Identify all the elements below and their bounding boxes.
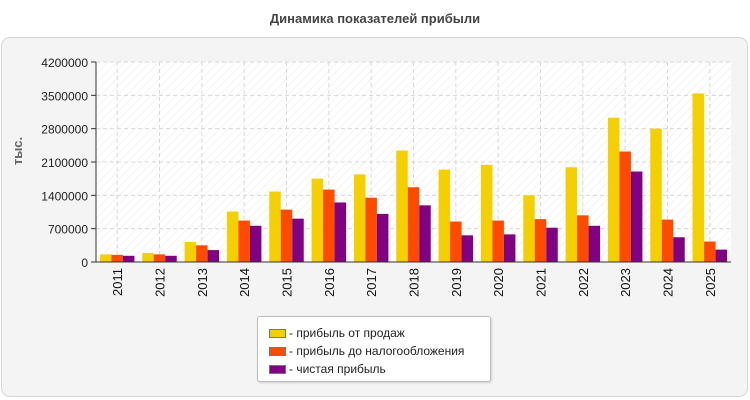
bar-2017-series-2: [376, 213, 389, 262]
y-tick-label: 2800000: [41, 123, 88, 137]
bar-2020-series-1: [492, 220, 504, 262]
bar-2011-series-0: [99, 254, 112, 262]
bar-2019-series-1: [450, 221, 462, 262]
x-tick-label-2011: 2011: [110, 268, 125, 296]
x-tick-label-2024: 2024: [661, 268, 676, 297]
legend-item-sales-profit: - прибыль от продаж: [269, 326, 405, 340]
y-tick-label: 2100000: [41, 156, 88, 170]
bar-2018-series-1: [407, 187, 420, 262]
bar-2011-series-2: [122, 255, 135, 262]
bar-2025-series-1: [704, 241, 716, 262]
x-tick-label-2018: 2018: [407, 268, 422, 297]
legend-label-sales-profit: - прибыль от продаж: [289, 326, 405, 340]
x-tick-label-2013: 2013: [195, 268, 210, 297]
x-tick-label-2023: 2023: [618, 268, 633, 297]
bar-2018-series-2: [419, 205, 431, 262]
bar-2017-series-0: [353, 174, 366, 262]
x-tick-label-2019: 2019: [449, 268, 464, 297]
bar-2016-series-0: [311, 178, 324, 262]
x-tick-label-2022: 2022: [576, 268, 591, 297]
chart-title: Динамика показателей прибыли: [269, 11, 481, 26]
x-tick-label-2020: 2020: [491, 268, 506, 297]
bar-2012-series-0: [142, 252, 154, 262]
x-tick-label-2021: 2021: [534, 268, 549, 297]
legend-item-net-profit: - чистая прибыль: [269, 362, 386, 376]
bar-2023-series-0: [607, 117, 620, 262]
y-tick-label: 1400000: [41, 189, 88, 203]
bar-2023-series-2: [630, 171, 643, 262]
bar-2015-series-2: [292, 218, 304, 262]
bar-2014-series-0: [226, 211, 239, 262]
y-tick-labels: 0 700000 1400000 2100000 2800000 3500000 42000…: [41, 56, 88, 270]
y-axis-label: тыс.: [10, 137, 25, 165]
legend-label-net-profit: - чистая прибыль: [289, 362, 386, 376]
bars: [99, 93, 728, 262]
bar-2025-series-2: [715, 249, 728, 262]
legend-swatch-sales-profit: [269, 328, 286, 338]
y-tick-label: 4200000: [41, 56, 88, 70]
bar-2011-series-1: [111, 254, 123, 262]
bar-2024-series-1: [661, 219, 674, 262]
x-tick-labels: 2011 2012 2013 2014 2015 2016 2017 2018 2019 2020…: [110, 268, 718, 297]
bar-2021-series-1: [534, 219, 547, 262]
bar-2013-series-2: [207, 250, 220, 262]
y-tick-label: 700000: [48, 223, 88, 237]
x-tick-label-2016: 2016: [322, 268, 337, 297]
x-tick-label-2025: 2025: [703, 268, 718, 297]
bar-2022-series-2: [588, 225, 601, 262]
bar-2022-series-0: [565, 167, 578, 262]
bar-2015-series-0: [269, 191, 281, 262]
bar-2019-series-0: [438, 169, 451, 262]
y-tick-label: 3500000: [41, 89, 88, 103]
bar-2015-series-1: [280, 209, 293, 262]
bar-2024-series-0: [650, 128, 662, 262]
bar-2025-series-0: [692, 93, 705, 262]
axes: [91, 61, 731, 263]
bar-2014-series-1: [238, 220, 250, 262]
bar-2012-series-2: [165, 255, 177, 262]
x-tick-label-2014: 2014: [237, 268, 252, 297]
bar-2022-series-1: [577, 215, 589, 262]
bar-2018-series-0: [396, 150, 408, 262]
bar-2021-series-2: [546, 227, 558, 262]
x-tick-label-2012: 2012: [153, 268, 168, 297]
bar-2016-series-2: [334, 202, 347, 262]
x-tick-label-2015: 2015: [280, 268, 295, 297]
bar-2019-series-2: [461, 235, 474, 262]
bar-2017-series-1: [365, 197, 377, 262]
bar-2020-series-0: [480, 164, 493, 262]
bar-2013-series-1: [196, 245, 208, 262]
bar-2020-series-2: [503, 234, 516, 262]
bar-2012-series-1: [153, 254, 166, 262]
legend-label-pretax-profit: - прибыль до налогообложения: [289, 344, 465, 358]
legend-swatch-pretax-profit: [269, 346, 286, 356]
legend-item-pretax-profit: - прибыль до налогообложения: [269, 344, 464, 358]
legend: - прибыль от продаж - прибыль до налогоо…: [257, 316, 491, 382]
bar-2023-series-1: [619, 151, 631, 262]
x-tick-label-2017: 2017: [364, 268, 379, 297]
bar-2024-series-2: [673, 237, 685, 262]
y-tick-label: 0: [81, 256, 88, 270]
bar-2016-series-1: [323, 189, 335, 262]
legend-swatch-net-profit: [269, 364, 286, 374]
bar-2021-series-0: [523, 195, 535, 262]
bar-2014-series-2: [249, 225, 262, 262]
bar-2013-series-0: [184, 242, 197, 262]
